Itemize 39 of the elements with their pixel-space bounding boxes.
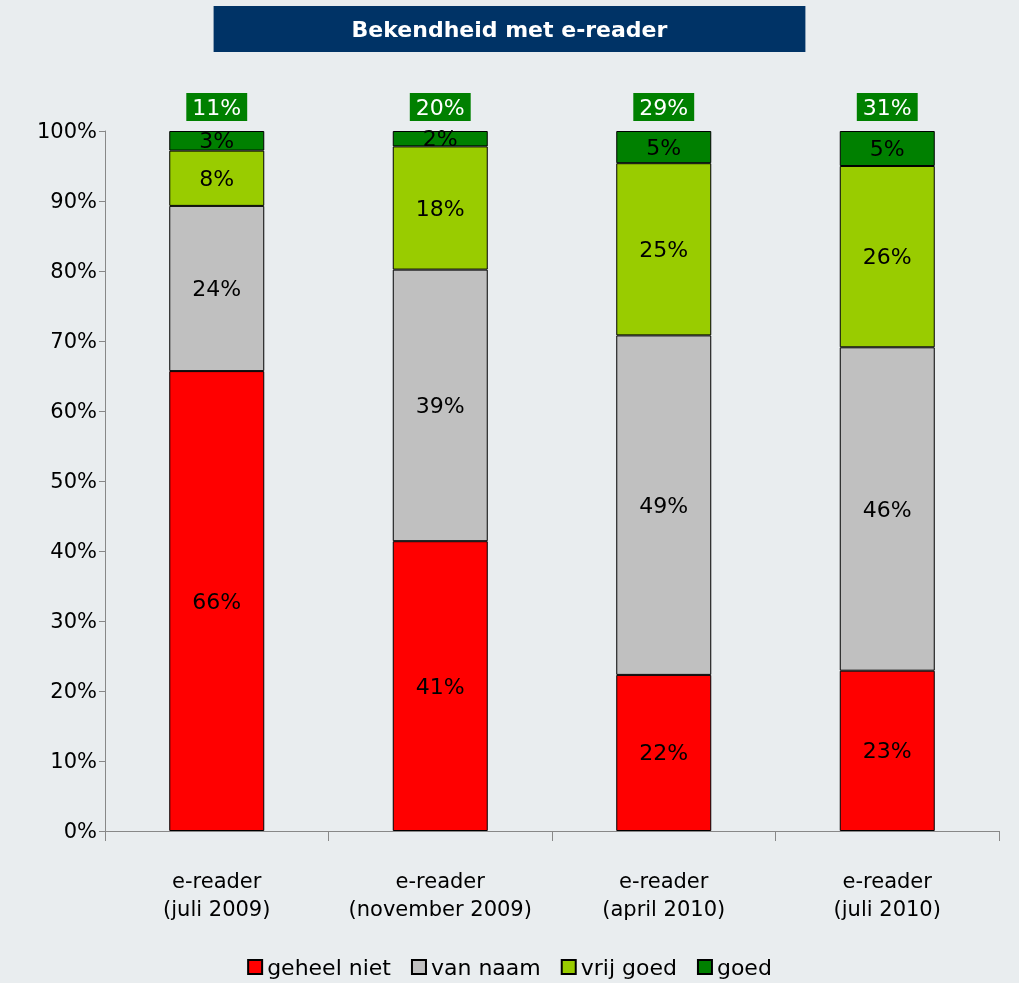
data-label: 8% — [199, 165, 235, 191]
data-label: 26% — [862, 244, 912, 270]
data-label: 46% — [862, 496, 912, 522]
data-label: 23% — [862, 738, 912, 764]
y-tick-label: 40% — [50, 539, 97, 563]
y-tick-label: 80% — [50, 259, 97, 283]
y-tick-label: 90% — [50, 189, 97, 213]
annotation: 20% — [415, 94, 465, 120]
annotation: 11% — [192, 94, 242, 120]
data-label: 24% — [192, 276, 242, 301]
y-tick-label: 50% — [50, 469, 97, 493]
data-label: 41% — [415, 673, 465, 699]
x-tick-label: e-reader (juli 2010) — [833, 869, 941, 921]
y-tick-label: 60% — [50, 399, 97, 423]
data-label: 25% — [639, 236, 689, 262]
y-tick-label: 0% — [63, 819, 97, 843]
legend-label: vrij goed — [580, 954, 677, 980]
y-tick-label: 30% — [50, 609, 97, 633]
chart-title: Bekendheid met e-reader — [351, 16, 668, 42]
data-label: 39% — [415, 392, 465, 418]
legend-label: van naam — [430, 954, 541, 980]
x-tick-label: e-reader (juli 2009) — [163, 869, 271, 921]
data-label: 22% — [639, 740, 689, 766]
y-tick-label: 70% — [50, 329, 97, 353]
legend-label: goed — [716, 954, 772, 980]
data-label: 3% — [199, 128, 235, 154]
data-label: 49% — [639, 492, 689, 518]
x-tick-label: e-reader (november 2009) — [348, 869, 532, 921]
x-tick-label: e-reader (april 2010) — [602, 869, 726, 921]
y-tick-label: 100% — [36, 119, 97, 143]
annotation: 31% — [862, 94, 912, 120]
legend-label: geheel niet — [267, 954, 392, 980]
data-label: 5% — [869, 136, 905, 161]
data-label: 18% — [415, 195, 465, 221]
annotation: 29% — [639, 94, 689, 120]
data-label: 5% — [646, 134, 682, 160]
y-tick-label: 10% — [50, 749, 97, 773]
y-tick-label: 20% — [50, 679, 97, 703]
data-label: 66% — [192, 588, 242, 614]
